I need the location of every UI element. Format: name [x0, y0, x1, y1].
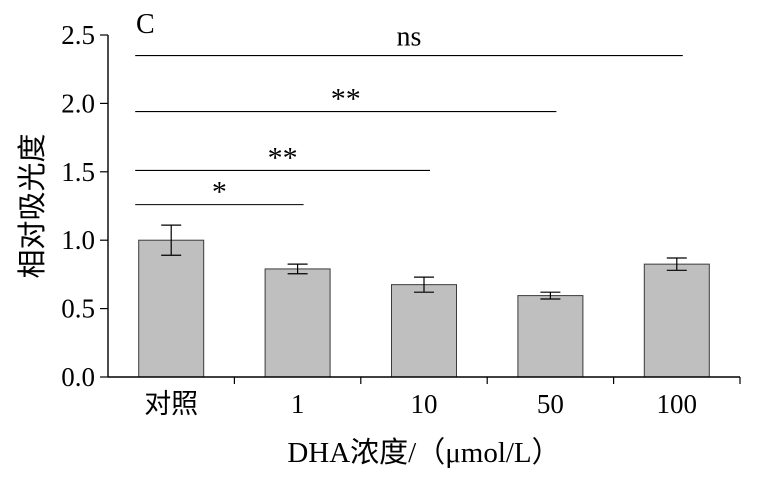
x-tick-label: 100 — [657, 389, 698, 419]
y-tick-label: 0.5 — [61, 294, 95, 324]
bar — [391, 284, 457, 378]
x-tick-label: 10 — [411, 389, 438, 419]
significance-label: ** — [331, 83, 361, 116]
significance-label: ** — [268, 141, 298, 174]
y-tick-label: 1.5 — [61, 157, 95, 187]
x-axis-label: DHA浓度/（μmol/L） — [287, 436, 560, 469]
bar — [643, 263, 710, 378]
significance-group: *****ns — [135, 22, 683, 209]
y-tick-label: 0.0 — [61, 362, 95, 392]
x-tick-label: 对照 — [144, 389, 198, 419]
y-tick-label: 2.0 — [61, 88, 95, 118]
y-axis-ticks: 0.0 0.5 1.0 1.5 2.0 2.5 — [61, 20, 108, 392]
x-tick-label: 1 — [291, 389, 305, 419]
bar — [264, 268, 331, 378]
bar — [517, 295, 584, 378]
bar — [138, 239, 205, 378]
y-tick-label: 2.5 — [61, 20, 95, 50]
panel-label: C — [136, 9, 155, 40]
significance-label: ns — [397, 22, 422, 53]
error-bars-group — [161, 224, 687, 300]
x-tick-label: 50 — [537, 389, 564, 419]
bars-group — [138, 239, 710, 378]
y-axis-label: 相对吸光度 — [16, 133, 49, 278]
x-axis-ticks: 对照 1 10 50 100 — [144, 377, 741, 419]
significance-label: * — [212, 176, 227, 209]
y-tick-label: 1.0 — [61, 225, 95, 255]
